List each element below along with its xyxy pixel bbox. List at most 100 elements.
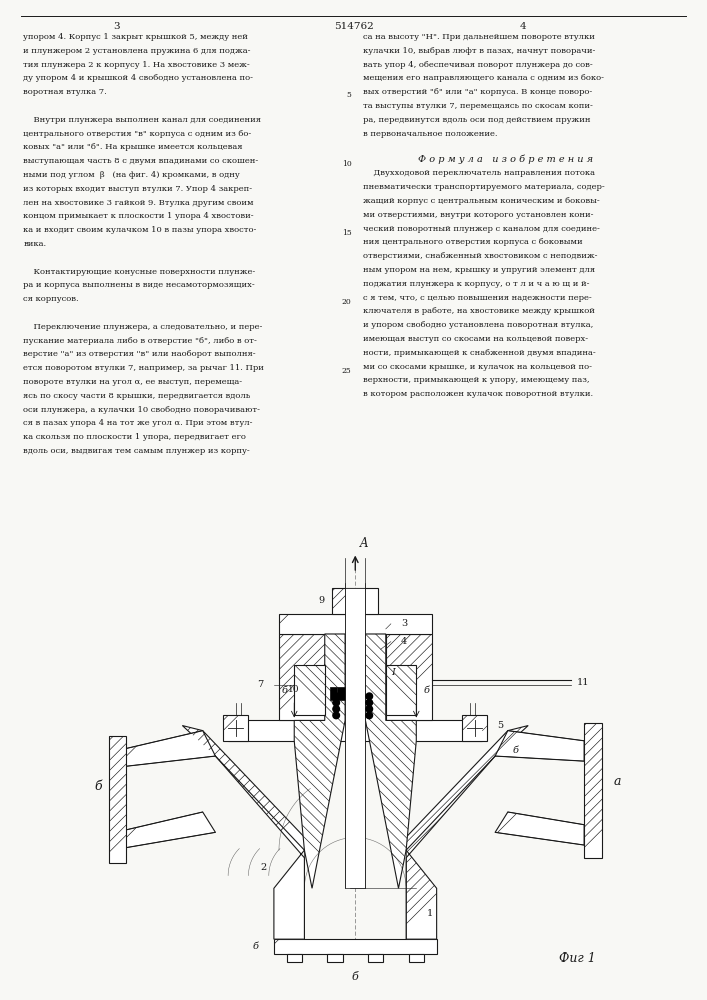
Text: пускание материала либо в отверстие "б", либо в от-: пускание материала либо в отверстие "б",… [23, 337, 257, 345]
Text: вых отверстий "б" или "а" корпуса. В конце поворо-: вых отверстий "б" или "а" корпуса. В кон… [363, 88, 592, 96]
Text: 25: 25 [341, 367, 351, 375]
Text: Ф о р м у л а   и з о б р е т е н и я: Ф о р м у л а и з о б р е т е н и я [418, 154, 593, 164]
Polygon shape [294, 665, 325, 715]
Text: верстие "а" из отверстия "в" или наоборот выполня-: верстие "а" из отверстия "в" или наоборо… [23, 350, 256, 358]
Text: воротная втулка 7.: воротная втулка 7. [23, 88, 107, 96]
Text: верхности, примыкающей к упору, имеющему паз,: верхности, примыкающей к упору, имеющему… [363, 376, 589, 384]
Text: A: A [361, 537, 369, 550]
Text: 2: 2 [260, 863, 267, 872]
Text: 10: 10 [288, 685, 299, 694]
Text: ка скользя по плоскости 1 упора, передвигает его: ка скользя по плоскости 1 упора, передви… [23, 433, 246, 441]
Polygon shape [366, 634, 416, 888]
Text: ности, примыкающей к снабженной двумя впадина-: ности, примыкающей к снабженной двумя вп… [363, 349, 595, 357]
Text: а: а [614, 775, 621, 788]
Text: 20: 20 [341, 298, 351, 306]
Text: I: I [391, 668, 395, 677]
Polygon shape [495, 812, 584, 845]
Text: б: б [95, 780, 103, 793]
Polygon shape [368, 954, 383, 962]
Polygon shape [279, 614, 431, 634]
Text: ми отверстиями, внутри которого установлен кони-: ми отверстиями, внутри которого установл… [363, 211, 593, 219]
Text: 10: 10 [341, 160, 351, 168]
Text: Фиг 1: Фиг 1 [559, 952, 595, 965]
Text: и упором свободно установлена поворотная втулка,: и упором свободно установлена поворотная… [363, 321, 593, 329]
Polygon shape [327, 954, 343, 962]
Text: в первоначальное положение.: в первоначальное положение. [363, 130, 497, 138]
Text: 3: 3 [401, 619, 407, 628]
Circle shape [366, 712, 373, 719]
Text: ся корпусов.: ся корпусов. [23, 295, 79, 303]
Text: ся в пазах упора 4 на тот же угол α. При этом втул-: ся в пазах упора 4 на тот же угол α. При… [23, 419, 253, 427]
Polygon shape [386, 665, 416, 715]
Text: вика.: вика. [23, 240, 47, 248]
Text: ным упором на нем, крышку и упругий элемент для: ным упором на нем, крышку и упругий элем… [363, 266, 595, 274]
Text: Двухходовой переключатель направления потока: Двухходовой переключатель направления по… [363, 169, 595, 177]
Text: выступающая часть 8 с двумя впадинами со скошен-: выступающая часть 8 с двумя впадинами со… [23, 157, 259, 165]
Polygon shape [279, 634, 325, 720]
Circle shape [333, 699, 339, 706]
Text: ковых "а" или "б". На крышке имеется кольцевая: ковых "а" или "б". На крышке имеется кол… [23, 143, 243, 151]
Text: са на высоту "Н". При дальнейшем повороте втулки: са на высоту "Н". При дальнейшем поворот… [363, 33, 595, 41]
Text: оси плунжера, а кулачки 10 свободно поворачивают-: оси плунжера, а кулачки 10 свободно пово… [23, 406, 260, 414]
Text: ка и входит своим кулачком 10 в пазы упора хвосто-: ка и входит своим кулачком 10 в пазы упо… [23, 226, 257, 234]
Text: вдоль оси, выдвигая тем самым плунжер из корпу-: вдоль оси, выдвигая тем самым плунжер из… [23, 447, 250, 455]
Polygon shape [495, 731, 584, 761]
Circle shape [333, 706, 339, 712]
Circle shape [333, 712, 339, 719]
Polygon shape [274, 939, 437, 954]
Text: отверстиями, снабженный хвостовиком с неподвиж-: отверстиями, снабженный хвостовиком с не… [363, 252, 597, 260]
Circle shape [333, 693, 339, 700]
Polygon shape [109, 736, 127, 863]
Polygon shape [462, 715, 488, 741]
Polygon shape [332, 588, 378, 614]
Polygon shape [584, 723, 602, 858]
Text: ется поворотом втулки 7, например, за рычаг 11. При: ется поворотом втулки 7, например, за ры… [23, 364, 264, 372]
Text: поджатия плунжера к корпусу, о т л и ч а ю щ и й-: поджатия плунжера к корпусу, о т л и ч а… [363, 280, 589, 288]
Polygon shape [294, 634, 345, 888]
Text: 5: 5 [498, 721, 504, 730]
Text: тия плунжера 2 к корпусу 1. На хвостовике 3 меж-: тия плунжера 2 к корпусу 1. На хвостовик… [23, 61, 250, 69]
Text: 9: 9 [319, 596, 325, 605]
Text: вать упор 4, обеспечивая поворот плунжера до сов-: вать упор 4, обеспечивая поворот плунжер… [363, 61, 592, 69]
Text: ческий поворотный плунжер с каналом для соедине-: ческий поворотный плунжер с каналом для … [363, 225, 600, 233]
Text: кулачки 10, выбрав люфт в пазах, начнут поворачи-: кулачки 10, выбрав люфт в пазах, начнут … [363, 47, 595, 55]
Polygon shape [127, 812, 216, 848]
Polygon shape [401, 726, 528, 939]
Text: мещения его направляющего канала с одним из боко-: мещения его направляющего канала с одним… [363, 74, 604, 82]
Circle shape [366, 699, 373, 706]
Text: центрального отверстия "в" корпуса с одним из бо-: центрального отверстия "в" корпуса с одн… [23, 130, 252, 138]
Text: и плунжером 2 установлена пружина 6 для поджа-: и плунжером 2 установлена пружина 6 для … [23, 47, 251, 55]
Text: 4: 4 [401, 637, 407, 646]
Text: пневматически транспортируемого материала, содер-: пневматически транспортируемого материал… [363, 183, 604, 191]
Text: Переключение плунжера, а следовательно, и пере-: Переключение плунжера, а следовательно, … [23, 323, 263, 331]
Polygon shape [223, 715, 248, 741]
Text: та выступы втулки 7, перемещаясь по скосам копи-: та выступы втулки 7, перемещаясь по скос… [363, 102, 592, 110]
Text: 15: 15 [341, 229, 351, 237]
Text: 514762: 514762 [334, 22, 373, 31]
Text: лен на хвостовике 3 гайкой 9. Втулка другим своим: лен на хвостовике 3 гайкой 9. Втулка дру… [23, 199, 254, 207]
Text: 7: 7 [257, 680, 264, 689]
Polygon shape [286, 954, 302, 962]
Text: ра, передвинутся вдоль оси под действием пружин: ра, передвинутся вдоль оси под действием… [363, 116, 590, 124]
Text: повороте втулки на угол α, ее выступ, перемеща-: повороте втулки на угол α, ее выступ, пе… [23, 378, 243, 386]
Text: 5: 5 [346, 91, 351, 99]
Text: 1: 1 [426, 909, 433, 918]
Text: б: б [513, 746, 519, 755]
Text: с я тем, что, с целью повышения надежности пере-: с я тем, что, с целью повышения надежнос… [363, 294, 592, 302]
Text: 3: 3 [113, 22, 120, 31]
Text: б: б [252, 942, 259, 951]
Text: ными под углом  β   (на фиг. 4) кромками, в одну: ными под углом β (на фиг. 4) кромками, в… [23, 171, 240, 179]
Polygon shape [386, 634, 431, 720]
Polygon shape [345, 588, 366, 888]
Polygon shape [127, 731, 216, 766]
Text: б: б [281, 686, 287, 695]
Text: Контактирующие конусные поверхности плунже-: Контактирующие конусные поверхности плун… [23, 268, 256, 276]
Text: ду упором 4 и крышкой 4 свободно установлена по-: ду упором 4 и крышкой 4 свободно установ… [23, 74, 253, 82]
Polygon shape [182, 726, 310, 939]
Text: ясь по скосу части 8 крышки, передвигается вдоль: ясь по скосу части 8 крышки, передвигает… [23, 392, 251, 400]
Circle shape [366, 693, 373, 700]
Text: б: б [352, 972, 358, 982]
Circle shape [366, 706, 373, 712]
Text: ра и корпуса выполнены в виде несамотормозящих-: ра и корпуса выполнены в виде несамоторм… [23, 281, 255, 289]
Text: ми со скосами крышке, и кулачок на кольцевой по-: ми со скосами крышке, и кулачок на кольц… [363, 363, 592, 371]
